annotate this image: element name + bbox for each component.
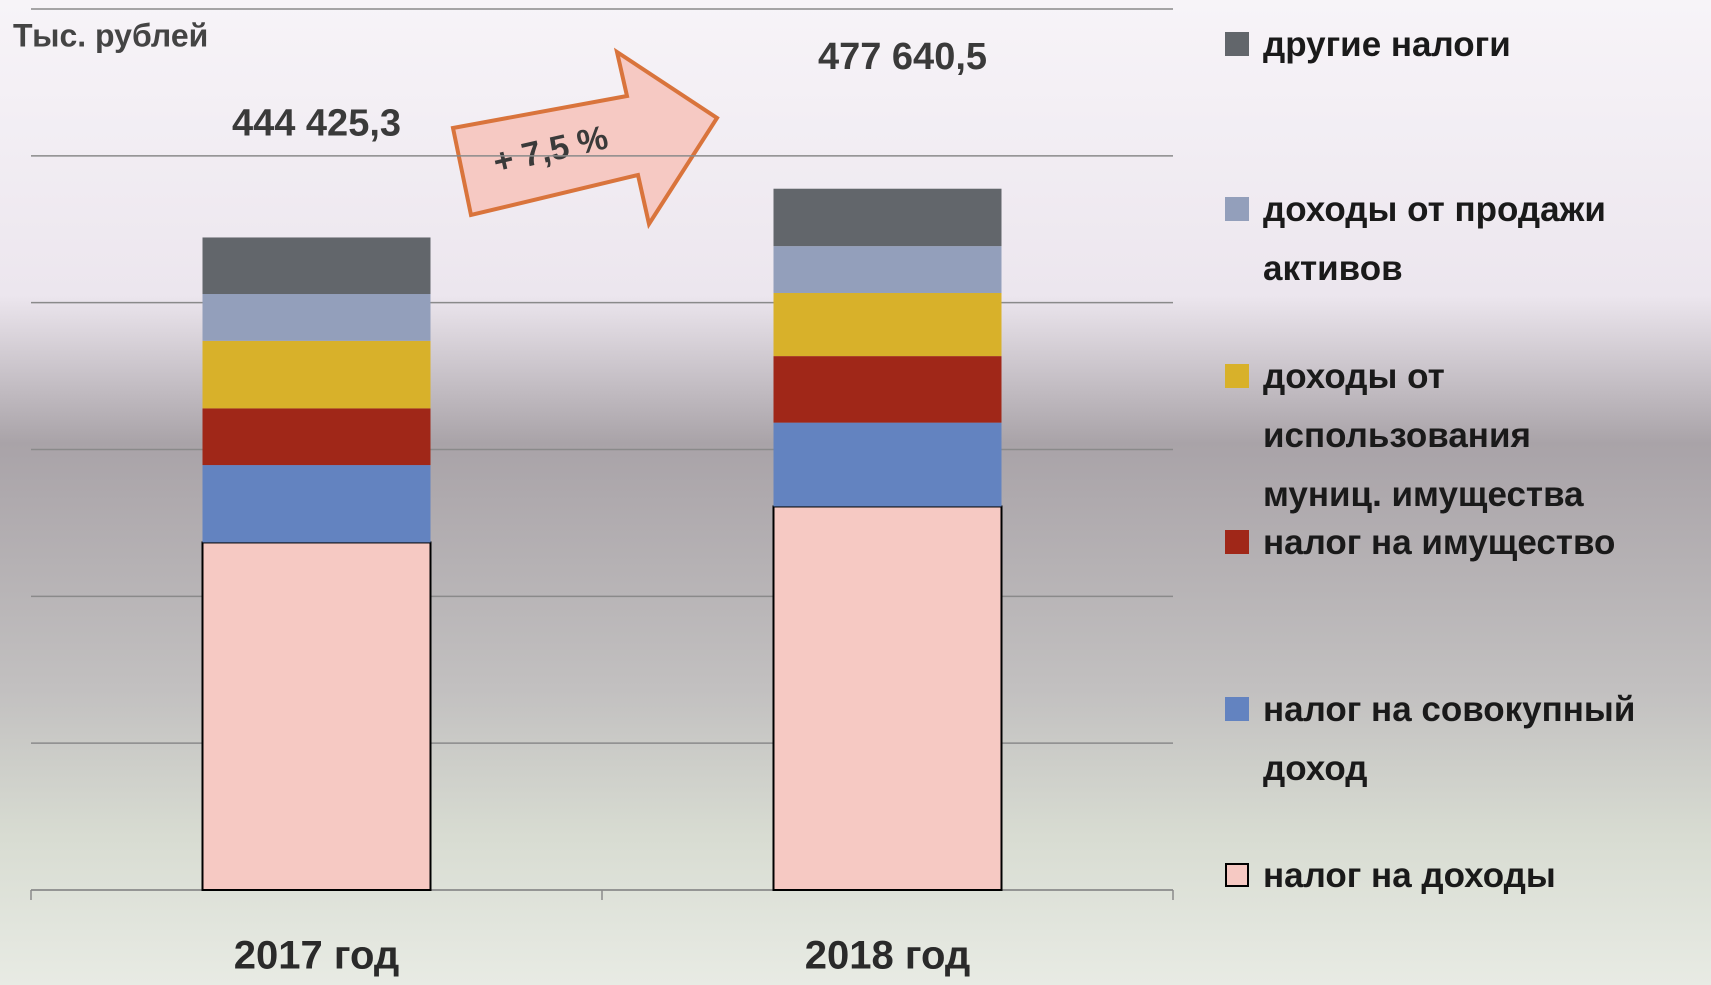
bar-segment [773, 246, 1002, 293]
bar-segment [773, 422, 1002, 507]
legend-label: доходы от использования муниц. имущества [1263, 357, 1584, 514]
bar-segment [773, 356, 1002, 423]
legend-label: налог на совокупный доход [1263, 690, 1636, 788]
total-label: 444 425,3 [232, 103, 401, 145]
bar-segment [773, 292, 1002, 357]
legend-label: налог на имущество [1263, 523, 1616, 562]
y-axis-label: Тыс. рублей [13, 17, 208, 53]
legend-item: налог на совокупный доход [1225, 680, 1708, 798]
legend-label: доходы от продажи активов [1263, 190, 1606, 288]
legend-item: доходы от использования муниц. имущества [1225, 347, 1658, 524]
x-tick-label: 2018 год [805, 934, 971, 978]
bar-segment [202, 408, 431, 466]
legend-item: доходы от продажи активов [1225, 180, 1708, 298]
legend-swatch [1225, 197, 1249, 221]
legend-swatch [1225, 697, 1249, 721]
bar-segment [201, 541, 432, 891]
legend-label: другие налоги [1263, 25, 1511, 64]
legend-label: налог на доходы [1263, 856, 1556, 895]
legend-swatch [1225, 530, 1249, 554]
bar-segment [772, 505, 1003, 891]
legend-item: другие налоги [1225, 15, 1708, 74]
bar-segment [202, 237, 431, 295]
legend-item: налог на доходы [1225, 846, 1708, 905]
bar-segment [202, 465, 431, 543]
legend-swatch [1225, 364, 1249, 388]
legend-item: налог на имущество [1225, 513, 1708, 572]
x-tick-label: 2017 год [234, 934, 400, 978]
growth-arrow [450, 47, 720, 230]
bar-segment [202, 294, 431, 341]
legend-swatch [1225, 32, 1249, 56]
legend-swatch [1225, 863, 1249, 887]
total-label: 477 640,5 [818, 36, 987, 78]
bar-segment [773, 188, 1002, 247]
bar-segment [202, 340, 431, 409]
